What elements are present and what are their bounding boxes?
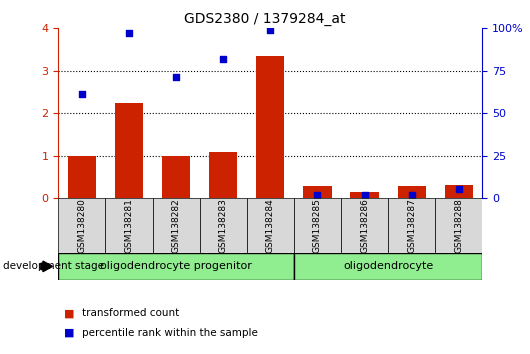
Text: GSM138281: GSM138281 xyxy=(125,198,134,253)
Bar xyxy=(350,192,378,198)
Bar xyxy=(58,253,294,280)
Bar xyxy=(209,152,237,198)
Point xyxy=(408,192,416,198)
Bar xyxy=(303,186,332,198)
Text: percentile rank within the sample: percentile rank within the sample xyxy=(82,328,258,338)
Text: GSM138287: GSM138287 xyxy=(407,198,416,253)
Point xyxy=(360,192,369,198)
Bar xyxy=(105,198,153,253)
Point xyxy=(455,186,463,192)
Point xyxy=(313,192,322,198)
Text: GSM138283: GSM138283 xyxy=(219,198,228,253)
Bar xyxy=(153,198,200,253)
Text: GSM138284: GSM138284 xyxy=(266,198,275,253)
Bar xyxy=(256,56,285,198)
Text: GSM138286: GSM138286 xyxy=(360,198,369,253)
Point xyxy=(219,56,227,62)
Bar xyxy=(200,198,247,253)
Bar xyxy=(68,156,96,198)
Bar xyxy=(398,186,426,198)
Bar xyxy=(294,198,341,253)
Text: transformed count: transformed count xyxy=(82,308,179,318)
Text: GDS2380 / 1379284_at: GDS2380 / 1379284_at xyxy=(184,12,346,27)
Bar xyxy=(341,198,388,253)
Text: GSM138282: GSM138282 xyxy=(172,198,181,253)
Text: GSM138280: GSM138280 xyxy=(77,198,86,253)
Text: GSM138285: GSM138285 xyxy=(313,198,322,253)
Bar xyxy=(294,253,482,280)
FancyArrow shape xyxy=(41,261,52,272)
Bar xyxy=(115,103,143,198)
Text: development stage: development stage xyxy=(3,261,104,272)
Bar xyxy=(388,198,435,253)
Text: oligodendrocyte progenitor: oligodendrocyte progenitor xyxy=(100,261,252,272)
Bar xyxy=(58,198,105,253)
Text: ■: ■ xyxy=(64,308,74,318)
Bar xyxy=(435,198,482,253)
Text: ■: ■ xyxy=(64,328,74,338)
Point xyxy=(125,30,133,35)
Point xyxy=(172,74,180,80)
Bar xyxy=(247,198,294,253)
Text: GSM138288: GSM138288 xyxy=(454,198,463,253)
Point xyxy=(266,28,275,33)
Bar xyxy=(445,185,473,198)
Text: oligodendrocyte: oligodendrocyte xyxy=(343,261,433,272)
Point xyxy=(77,91,86,97)
Bar xyxy=(162,156,190,198)
